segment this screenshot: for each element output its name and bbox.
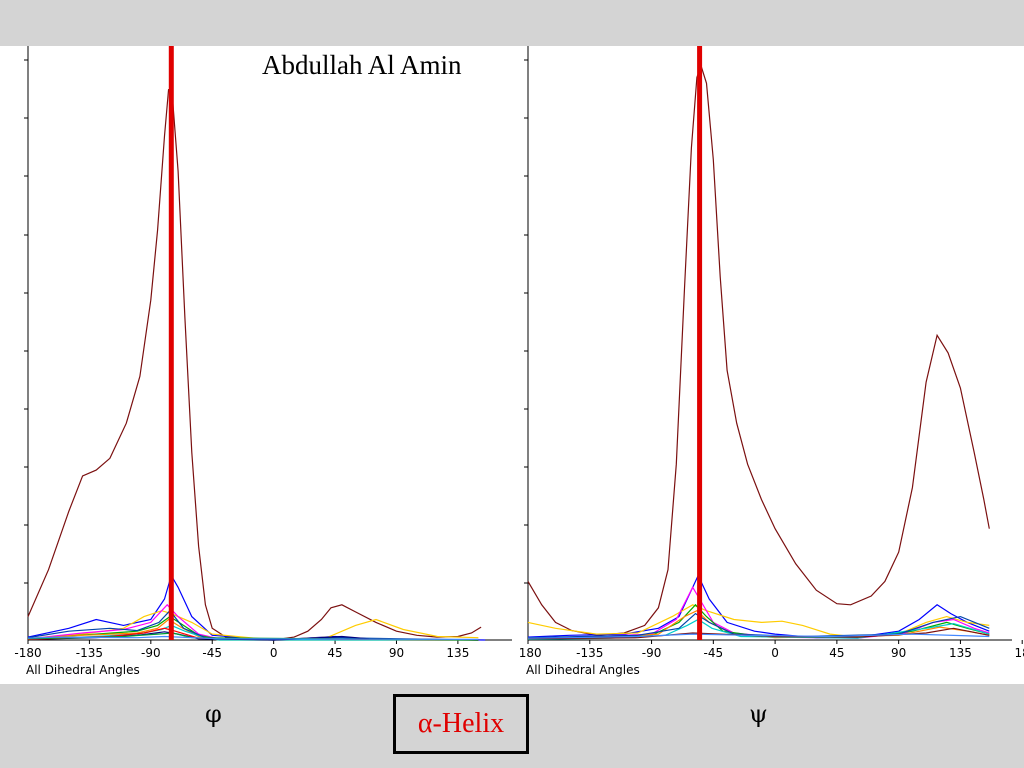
psi-x-tick-label: 45 xyxy=(829,646,844,660)
phi-x-tick-label: -90 xyxy=(141,646,161,660)
psi-x-tick-label: 0 xyxy=(771,646,779,660)
psi-series-line xyxy=(527,612,990,639)
psi-series-line xyxy=(527,574,990,639)
psi-series-line xyxy=(527,63,990,636)
psi-series-line xyxy=(527,633,990,639)
psi-x-tick-label: -135 xyxy=(576,646,603,660)
psi-x-tick-label: -90 xyxy=(642,646,662,660)
phi-x-tick-label: -135 xyxy=(76,646,103,660)
psi-x-tick-label: 18 xyxy=(1015,646,1024,660)
phi-x-axis-label: All Dihedral Angles xyxy=(26,663,140,677)
psi-x-tick-label: -180 xyxy=(520,646,542,660)
phi-chart: -180 -135 -90 -45 0 45 90 135 All Dihedral Angle… xyxy=(14,46,512,677)
phi-x-tick-label: 45 xyxy=(327,646,342,660)
alpha-helix-box: α-Helix xyxy=(393,694,529,754)
phi-series-line xyxy=(27,603,479,641)
phi-chart-panel: -180 -135 -90 -45 0 45 90 135 All Dihedral Angle… xyxy=(0,46,520,684)
psi-chart-panel: -180 -135 -90 -45 0 45 90 135 18 All Dihedral Ang… xyxy=(520,46,1024,684)
phi-series-line xyxy=(27,610,479,641)
psi-chart: -180 -135 -90 -45 0 45 90 135 18 All Dihedral Ang… xyxy=(520,46,1024,677)
phi-series-line xyxy=(27,89,482,641)
psi-x-axis-label: All Dihedral Angles xyxy=(526,663,640,677)
psi-x-tick-label: -45 xyxy=(704,646,724,660)
phi-x-tick-label: -180 xyxy=(14,646,41,660)
phi-x-tick-label: 0 xyxy=(270,646,278,660)
phi-series-line xyxy=(27,573,486,641)
phi-x-tick-label: 90 xyxy=(389,646,404,660)
alpha-helix-label: α-Helix xyxy=(417,708,505,739)
psi-x-tick-label: 90 xyxy=(891,646,906,660)
phi-series-line xyxy=(27,609,479,641)
phi-label: φ xyxy=(205,700,222,728)
phi-x-tick-label: -45 xyxy=(202,646,222,660)
psi-series-line xyxy=(527,604,990,638)
phi-x-tick-label: 135 xyxy=(446,646,469,660)
psi-label: ψ xyxy=(749,700,768,728)
author-name: Abdullah Al Amin xyxy=(262,50,462,80)
phi-series-line xyxy=(27,635,479,640)
psi-x-tick-label: 135 xyxy=(949,646,972,660)
